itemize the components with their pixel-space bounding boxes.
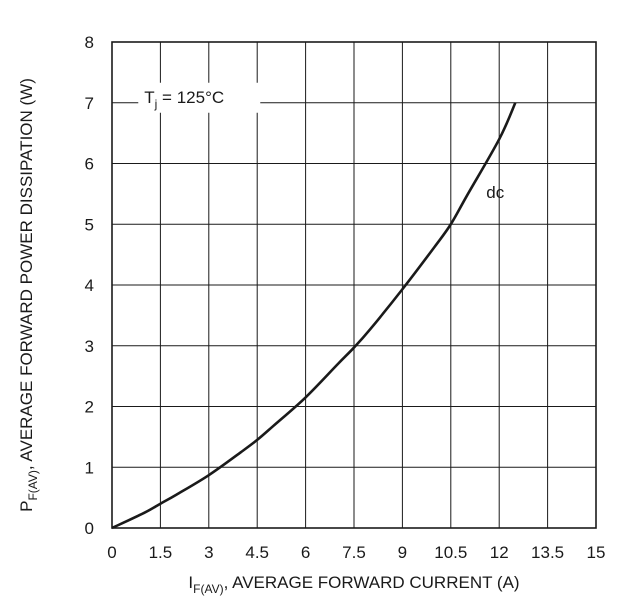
series: dc [111,102,517,530]
y-tick-label: 5 [85,215,94,234]
series-line-dc [111,102,517,530]
annotations: Tj = 125°C [138,82,261,113]
x-axis-title-prefix: I [188,573,193,592]
temperature-annotation: Tj = 125°C [144,88,224,111]
annotation-background [138,82,261,113]
x-tick-label: 6 [301,543,310,562]
y-axis-title-suffix: , AVERAGE FORWARD POWER DISSIPATION (W) [17,78,36,470]
annotation-subscript: j [154,97,158,111]
x-tick-label: 1.5 [149,543,173,562]
y-tick-label: 8 [85,33,94,52]
x-axis-title-suffix: , AVERAGE FORWARD CURRENT (A) [224,573,520,592]
x-tick-label: 3 [204,543,213,562]
x-tick-label: 7.5 [342,543,366,562]
x-tick-label: 15 [587,543,606,562]
x-tick-label: 0 [107,543,116,562]
y-tick-label: 0 [85,519,94,538]
y-tick-label: 1 [85,458,94,477]
y-axis-title-prefix: P [17,501,36,512]
series-label-dc: dc [486,183,504,202]
y-tick-label: 4 [85,276,94,295]
x-axis-title-subscript: F(AV) [193,582,223,596]
y-axis-title: PF(AV), AVERAGE FORWARD POWER DISSIPATIO… [17,78,40,512]
annotation-prefix: T [144,88,154,107]
y-tick-label: 2 [85,398,94,417]
y-tick-label: 7 [85,94,94,113]
x-tick-label: 9 [398,543,407,562]
plot-frame [111,41,597,529]
y-tick-label: 3 [85,337,94,356]
x-axis-title: IF(AV), AVERAGE FORWARD CURRENT (A) [188,573,519,596]
grid [111,41,597,529]
y-axis-title-subscript: F(AV) [26,470,40,500]
x-tick-label: 10.5 [434,543,467,562]
annotation-suffix: = 125°C [157,88,224,107]
x-tick-label: 4.5 [245,543,269,562]
x-tick-label: 13.5 [531,543,564,562]
x-tick-label: 12 [490,543,509,562]
y-tick-label: 6 [85,155,94,174]
